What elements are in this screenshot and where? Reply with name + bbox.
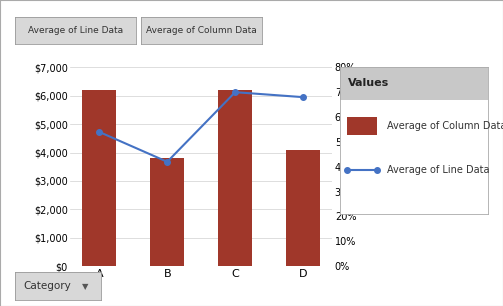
FancyBboxPatch shape (340, 67, 488, 100)
Text: ▼: ▼ (82, 282, 89, 291)
Text: Average of Column Data: Average of Column Data (387, 121, 503, 131)
Bar (218, 90, 252, 266)
Bar (286, 150, 320, 266)
Text: Values: Values (349, 78, 390, 88)
Bar (82, 90, 116, 266)
Text: Average of Column Data: Average of Column Data (146, 26, 257, 35)
Text: Average of Line Data: Average of Line Data (387, 165, 489, 175)
Text: Category: Category (24, 281, 71, 291)
Text: Average of Line Data: Average of Line Data (28, 26, 123, 35)
Bar (150, 158, 184, 266)
